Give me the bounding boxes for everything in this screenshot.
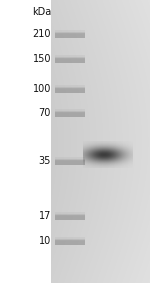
Text: kDa: kDa — [32, 7, 51, 17]
Text: 210: 210 — [33, 29, 51, 39]
Text: 10: 10 — [39, 236, 51, 246]
Text: 35: 35 — [39, 156, 51, 166]
Text: 70: 70 — [39, 108, 51, 118]
Text: 17: 17 — [39, 211, 51, 222]
Text: 100: 100 — [33, 84, 51, 94]
Text: 150: 150 — [33, 54, 51, 65]
